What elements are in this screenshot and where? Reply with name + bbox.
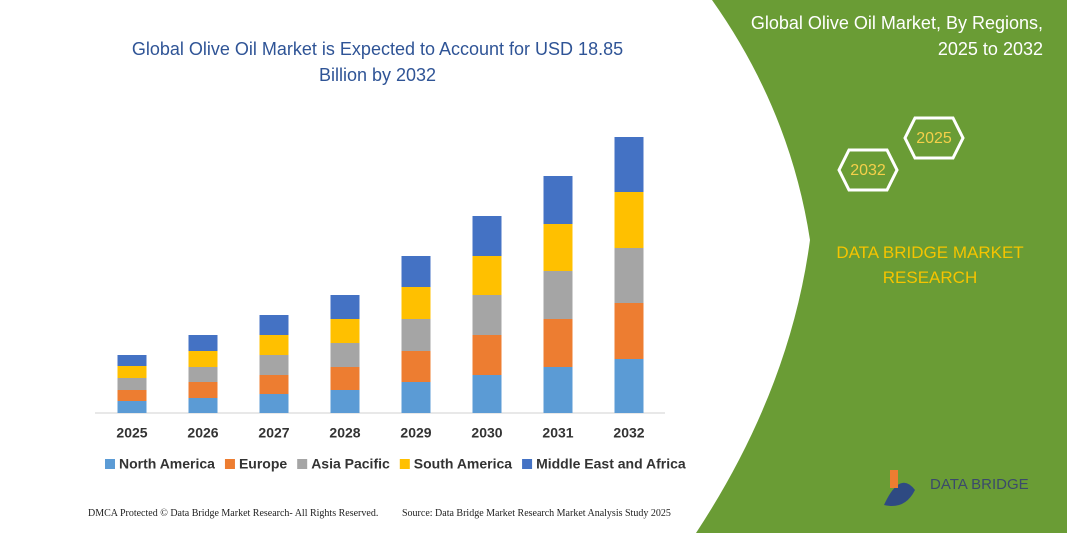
side-panel — [696, 0, 1067, 533]
hexagon — [837, 148, 899, 192]
bar-segment — [259, 375, 289, 394]
legend-swatch — [297, 459, 308, 469]
panel-title: Global Olive Oil Market, By Regions, 202… — [750, 13, 1043, 59]
bar-segment — [614, 359, 644, 413]
bar-segment — [401, 351, 431, 382]
bar-segment — [472, 335, 502, 375]
bar-segment — [614, 192, 644, 248]
hex-label: 2025 — [916, 130, 952, 147]
bar-segment — [472, 375, 502, 413]
bar-segment — [472, 256, 502, 295]
bar-segment — [543, 319, 573, 367]
footer-left: DMCA Protected © Data Bridge Market Rese… — [88, 508, 379, 519]
x-tick-label: 2032 — [613, 425, 644, 441]
bar-segment — [543, 367, 573, 413]
bar-segment — [188, 382, 218, 398]
chart-title: Global Olive Oil Market is Expected to A… — [131, 39, 624, 85]
bar-segment — [117, 390, 147, 401]
legend-label: Middle East and Africa — [536, 456, 686, 472]
bar-segment — [330, 319, 360, 343]
bar-segment — [543, 176, 573, 224]
bar-segment — [117, 401, 147, 413]
bar-segment — [259, 394, 289, 413]
hex-label: 2032 — [850, 162, 886, 179]
bar-segment — [472, 295, 502, 335]
bar-segment — [117, 355, 147, 366]
bar-segment — [472, 216, 502, 256]
x-tick-label: 2030 — [471, 425, 502, 441]
legend-label: North America — [119, 456, 215, 472]
legend-label: Europe — [239, 456, 287, 472]
legend-swatch — [399, 459, 410, 469]
legend-label: Asia Pacific — [311, 456, 390, 472]
bar-segment — [543, 224, 573, 271]
logo-text: DATA BRIDGE — [930, 476, 1029, 493]
x-tick-label: 2029 — [400, 425, 431, 441]
logo-icon — [884, 482, 915, 506]
bar-segment — [188, 367, 218, 382]
legend-swatch — [105, 459, 115, 469]
logo-icon — [890, 470, 898, 488]
footer-right: Source: Data Bridge Market Research Mark… — [402, 508, 671, 519]
bar-segment — [117, 366, 147, 378]
bar-segment — [188, 335, 218, 351]
bar-segment — [401, 319, 431, 351]
bar-segment — [188, 398, 218, 413]
bar-segment — [330, 343, 360, 367]
bar-segment — [614, 248, 644, 303]
bar-segment — [188, 351, 218, 367]
bar-segment — [330, 367, 360, 390]
bar-segment — [401, 256, 431, 287]
bar-segment — [259, 315, 289, 335]
x-tick-label: 2031 — [542, 425, 573, 441]
legend-swatch — [522, 459, 533, 469]
brand-text: DATA BRIDGE MARKET RESEARCH — [836, 243, 1024, 287]
hexagon — [903, 116, 965, 160]
bar-segment — [401, 287, 431, 319]
bar-segment — [117, 378, 147, 390]
x-tick-label: 2027 — [258, 425, 289, 441]
bar-segment — [330, 295, 360, 319]
bar-segment — [543, 271, 573, 319]
legend-swatch — [224, 459, 235, 469]
bar-segment — [614, 137, 644, 192]
legend-label: South America — [414, 456, 512, 472]
bar-segment — [614, 303, 644, 359]
x-tick-label: 2028 — [329, 425, 360, 441]
bar-segment — [330, 390, 360, 413]
x-tick-label: 2026 — [187, 425, 218, 441]
x-tick-label: 2025 — [116, 425, 147, 441]
bar-segment — [259, 355, 289, 375]
bar-segment — [401, 382, 431, 413]
bar-segment — [259, 335, 289, 355]
